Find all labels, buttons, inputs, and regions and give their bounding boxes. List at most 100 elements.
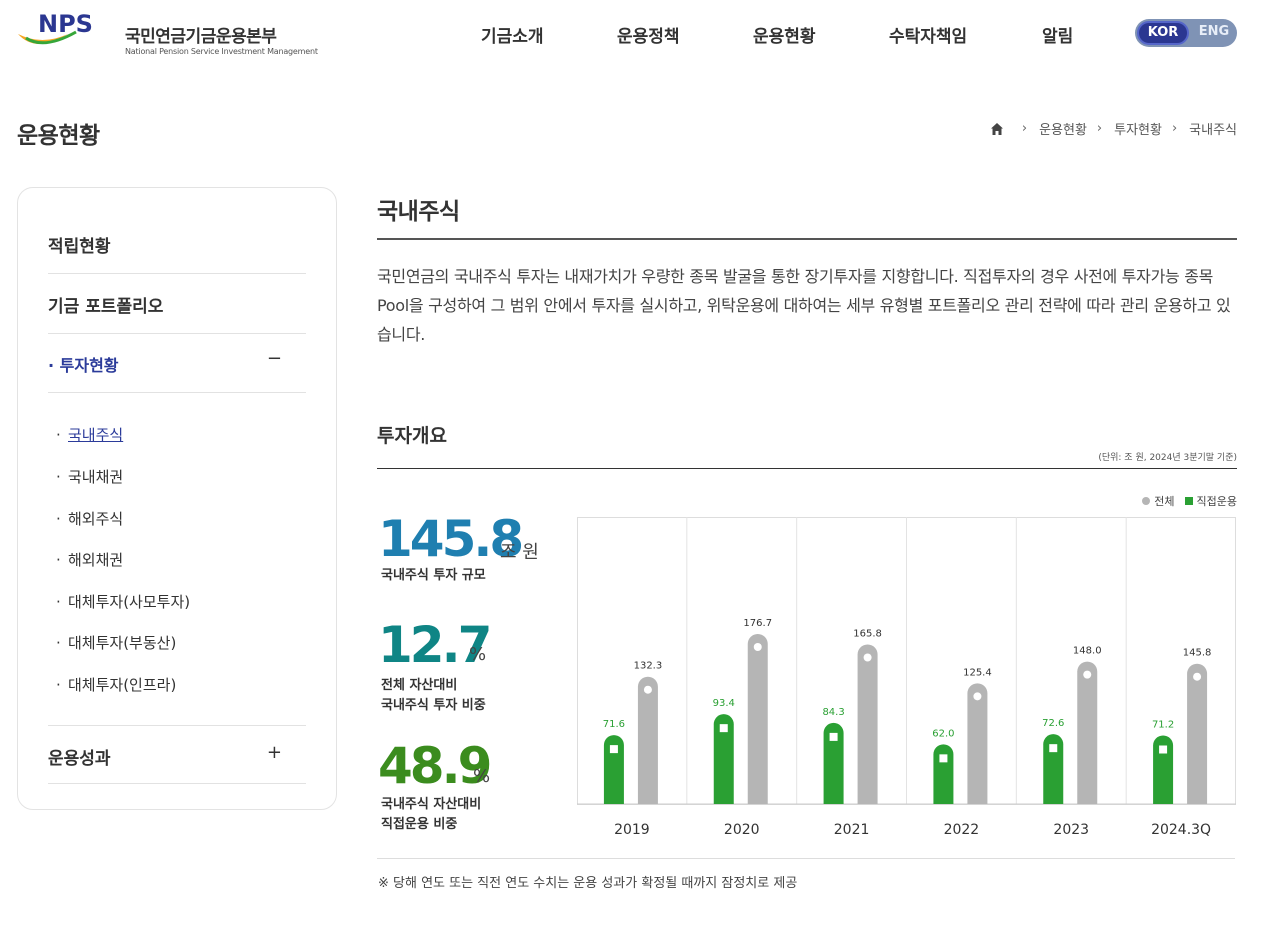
bar-total xyxy=(857,644,878,804)
side-nav-sub-foreign-bond[interactable]: · 해외채권 xyxy=(56,551,124,569)
bar-direct-label: 71.6 xyxy=(603,719,625,730)
logo-english-text: National Pension Service Investment Mana… xyxy=(125,47,318,56)
bar-total-marker xyxy=(643,685,652,694)
bar-total-label: 132.3 xyxy=(634,661,663,672)
bar-total-marker xyxy=(863,653,872,662)
chevron-right-icon: › xyxy=(1096,121,1103,136)
logo-korean-text: 국민연금기금운용본부 xyxy=(125,27,277,47)
side-nav-sub-domestic-equity[interactable]: · 국내주식 xyxy=(56,426,124,444)
side-nav-item-portfolio[interactable]: 기금 포트폴리오 xyxy=(48,274,306,334)
breadcrumb-current: 국내주식 xyxy=(1189,123,1237,138)
bar-direct-label: 93.4 xyxy=(713,698,735,709)
bar-total xyxy=(1077,661,1098,804)
stat-direct-value: 48.9 xyxy=(378,737,492,795)
side-nav-item-accumulation[interactable]: 적립현황 xyxy=(48,218,306,274)
side-nav-sub-infrastructure[interactable]: · 대체투자(인프라) xyxy=(56,676,177,694)
stat-share-value: 12.7 xyxy=(378,616,492,674)
bar-direct-marker xyxy=(829,732,838,741)
svg-text:NPS: NPS xyxy=(38,10,93,38)
side-nav-label: 운용성과 xyxy=(48,749,111,769)
bar-direct xyxy=(1153,735,1174,804)
side-nav-sub-private-equity[interactable]: · 대체투자(사모투자) xyxy=(56,593,191,611)
breadcrumb-item[interactable]: 운용현황 xyxy=(1039,123,1087,138)
side-nav-item-investment[interactable]: · 투자현황 − xyxy=(48,334,306,393)
unit-note: (단위: 조 원, 2024년 3분기말 기준) xyxy=(1098,453,1237,463)
bar-total xyxy=(967,683,988,804)
side-nav-label: 적립현황 xyxy=(48,237,111,257)
nav-notice[interactable]: 알림 xyxy=(1042,27,1074,47)
section-title: 투자개요 xyxy=(377,425,447,447)
stat-share-label: 전체 자산대비 국내주식 투자 비중 xyxy=(381,678,486,713)
bar-total-label: 148.0 xyxy=(1073,646,1102,657)
bar-total xyxy=(747,634,768,804)
x-axis-tick-label: 2020 xyxy=(723,822,760,838)
bar-direct-marker xyxy=(1049,744,1058,753)
nav-status[interactable]: 운용현황 xyxy=(753,27,816,47)
nps-logo-mark-icon: NPS xyxy=(18,10,93,45)
stat-share-unit: % xyxy=(469,644,487,665)
bar-direct xyxy=(823,722,844,804)
divider xyxy=(377,858,1235,859)
home-icon[interactable] xyxy=(990,122,1004,136)
nps-logo[interactable]: NPS 국민연금기금운용본부 National Pension Service … xyxy=(16,10,318,56)
x-axis-tick-label: 2023 xyxy=(1053,822,1090,838)
x-axis-tick-label: 2024.3Q xyxy=(1151,822,1212,838)
bar-direct-label: 72.6 xyxy=(1042,718,1064,729)
bar-direct-marker xyxy=(939,754,948,763)
x-axis-tick-label: 2022 xyxy=(943,822,980,838)
bar-total xyxy=(637,676,658,804)
x-axis-tick-label: 2019 xyxy=(614,822,650,838)
side-nav-sub-domestic-bond[interactable]: · 국내채권 xyxy=(56,468,124,486)
nav-policy[interactable]: 운용정책 xyxy=(617,27,680,47)
divider xyxy=(377,238,1237,240)
chart-legend: 전체 직접운용 xyxy=(1142,493,1237,509)
bar-direct xyxy=(603,735,624,804)
stat-total-value: 145.8 xyxy=(378,510,524,568)
side-nav: 적립현황 기금 포트폴리오 · 투자현황 − · 국내주식 · 국내채권 · 해외주식… xyxy=(17,187,337,810)
side-nav-sub-foreign-equity[interactable]: · 해외주식 xyxy=(56,510,124,528)
bar-total-label: 125.4 xyxy=(963,667,992,678)
bar-total-label: 145.8 xyxy=(1183,648,1212,659)
breadcrumb-item[interactable]: 투자현황 xyxy=(1114,123,1162,138)
expand-icon[interactable]: + xyxy=(266,742,282,763)
bar-total-marker xyxy=(973,692,982,701)
legend-total-label: 전체 xyxy=(1154,495,1175,508)
side-nav-sub-real-estate[interactable]: · 대체투자(부동산) xyxy=(56,634,177,652)
collapse-icon[interactable]: − xyxy=(266,348,282,369)
stat-direct-unit: % xyxy=(473,766,491,787)
bar-direct xyxy=(713,714,734,804)
stat-total-label: 국내주식 투자 규모 xyxy=(381,568,486,583)
intro-paragraph: 국민연금의 국내주식 투자는 내재가치가 우량한 종목 발굴을 통한 장기투자를… xyxy=(377,267,1231,344)
bar-direct-marker xyxy=(609,745,618,754)
lang-kor-button[interactable]: KOR xyxy=(1137,21,1189,45)
bar-direct xyxy=(933,744,954,804)
chevron-right-icon: › xyxy=(1021,121,1028,136)
bar-direct-label: 71.2 xyxy=(1152,719,1174,730)
lang-eng-button[interactable]: ENG xyxy=(1198,24,1230,39)
chevron-right-icon: › xyxy=(1171,121,1178,136)
side-nav-label: 기금 포트폴리오 xyxy=(48,297,164,317)
footnote: ※ 당해 연도 또는 직전 연도 수치는 운용 성과가 확정될 때까지 잠정치로… xyxy=(378,876,798,891)
bar-total-label: 165.8 xyxy=(853,628,882,639)
content-title: 국내주식 xyxy=(377,199,460,225)
bar-total xyxy=(1187,663,1208,804)
bar-total-marker xyxy=(1193,672,1202,681)
nav-fund-intro[interactable]: 기금소개 xyxy=(481,27,544,47)
stat-direct-label: 국내주식 자산대비 직접운용 비중 xyxy=(381,797,482,832)
site-header: NPS 국민연금기금운용본부 National Pension Service … xyxy=(0,0,1276,66)
bar-total-marker xyxy=(1083,670,1092,679)
bar-direct xyxy=(1043,734,1064,804)
side-nav-item-performance[interactable]: 운용성과 + xyxy=(48,725,306,784)
language-switch: KOR ENG xyxy=(1135,19,1237,47)
side-nav-label: · 투자현황 xyxy=(48,356,119,375)
investment-bar-chart: 71.6 132.3 93.4 176.7 84.3 165.8 62.0 125.4 72.6… xyxy=(577,517,1236,805)
page-title: 운용현황 xyxy=(17,123,100,149)
breadcrumb: › 운용현황 › 투자현황 › 국내주식 xyxy=(990,119,1237,138)
x-axis-tick-label: 2021 xyxy=(833,822,870,838)
legend-total-marker xyxy=(1142,497,1151,505)
divider xyxy=(377,468,1237,469)
nav-stewardship[interactable]: 수탁자책임 xyxy=(889,27,968,47)
bar-direct-marker xyxy=(719,724,728,733)
legend-direct-marker xyxy=(1184,497,1193,505)
bar-direct-label: 84.3 xyxy=(822,707,844,718)
